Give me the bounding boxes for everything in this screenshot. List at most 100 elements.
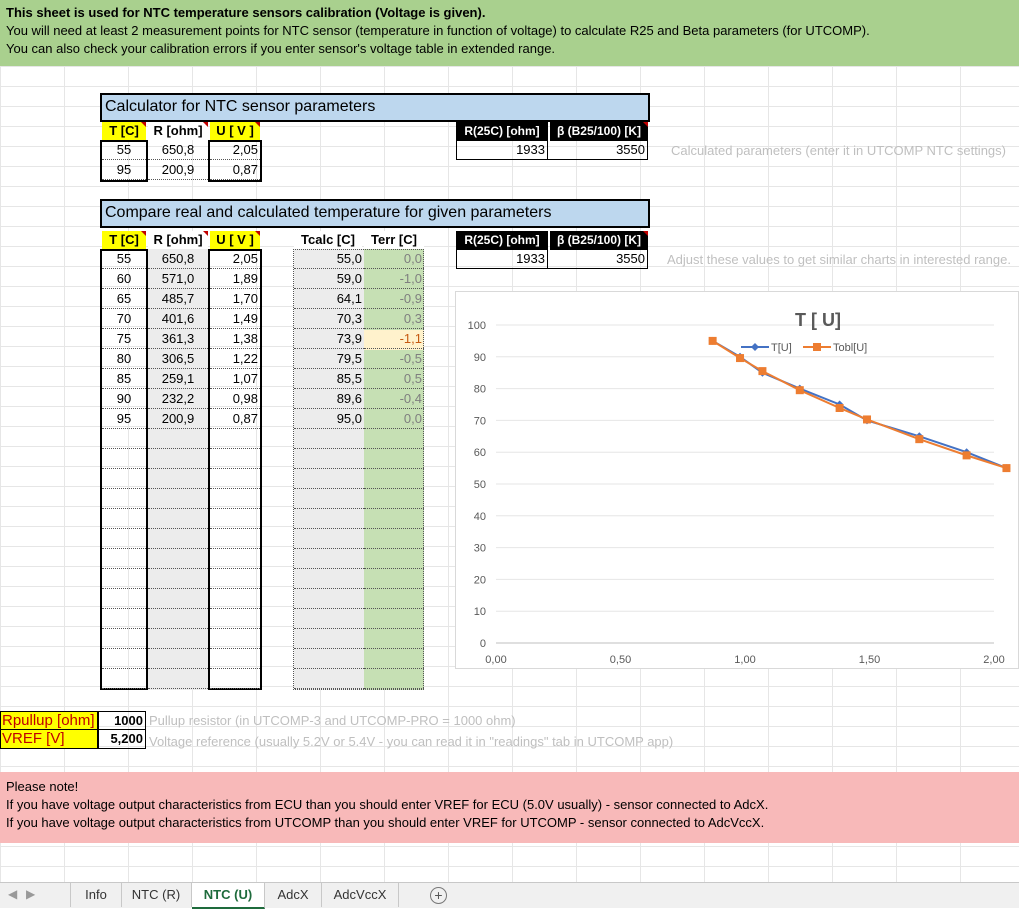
cmp-cell-r[interactable] [148,489,208,509]
tab-ntc-u[interactable]: NTC (U) [192,883,265,909]
calc-cell-t[interactable]: 95 [102,160,146,180]
cmp-cell-u[interactable]: 1,89 [210,269,260,289]
cmp-cell-u[interactable]: 1,07 [210,369,260,389]
cmp-cell-r[interactable] [148,669,208,689]
cmp-cell-t[interactable] [102,429,146,449]
cmp-cell-u[interactable] [210,629,260,649]
cmp-cell-t[interactable] [102,509,146,529]
cmp-cell-r[interactable] [148,629,208,649]
cmp-cell-t[interactable] [102,669,146,689]
cmp-cell-u[interactable]: 2,05 [210,249,260,269]
calc-r25-header: R(25C) [ohm] [456,122,548,141]
cmp-cell-t[interactable]: 65 [102,289,146,309]
cmp-cell-t[interactable] [102,549,146,569]
cmp-cell-t[interactable] [102,489,146,509]
cmp-cell-t[interactable] [102,529,146,549]
cmp-cell-u[interactable] [210,669,260,689]
cmp-cell-t[interactable]: 80 [102,349,146,369]
vref-input[interactable]: 5,200 [98,730,146,749]
cmp-cell-t[interactable]: 75 [102,329,146,349]
cmp-cell-u[interactable]: 0,87 [210,409,260,429]
cmp-cell-u[interactable] [210,489,260,509]
cmp-cell-u[interactable]: 0,98 [210,389,260,409]
tab-ntc-r[interactable]: NTC (R) [121,883,192,907]
cmp-cell-u[interactable] [210,589,260,609]
cmp-cell-r[interactable] [148,589,208,609]
cmp-cell-t[interactable] [102,569,146,589]
cmp-cell-r[interactable] [148,529,208,549]
cmp-beta-input[interactable]: 3550 [548,249,648,269]
cmp-cell-u[interactable] [210,609,260,629]
cmp-cell-u[interactable] [210,449,260,469]
calc-cell-t[interactable]: 55 [102,140,146,160]
cmp-cell-t[interactable] [102,609,146,629]
tab-adcvccx[interactable]: AdcVccX [322,883,399,907]
cmp-cell-r[interactable] [148,429,208,449]
cmp-cell-t[interactable]: 90 [102,389,146,409]
cmp-cell-r[interactable] [148,569,208,589]
cmp-cell-u[interactable] [210,649,260,669]
cmp-cell-u[interactable]: 1,70 [210,289,260,309]
cmp-r25-input[interactable]: 1933 [456,249,548,269]
cmp-cell-r[interactable]: 361,3 [148,329,208,349]
prev-sheet-icon[interactable]: ◀ [8,887,18,901]
cmp-cell-terr [364,629,424,649]
cmp-cell-t[interactable] [102,469,146,489]
cmp-beta-header: β (B25/100) [K] [550,231,648,250]
info-banner: This sheet is used for NTC temperature s… [0,0,1019,66]
cmp-cell-r[interactable]: 259,1 [148,369,208,389]
cmp-cell-u[interactable] [210,509,260,529]
cmp-cell-r[interactable]: 571,0 [148,269,208,289]
cmp-cell-tcalc [294,589,364,609]
cmp-cell-r[interactable] [148,549,208,569]
cmp-cell-u[interactable] [210,569,260,589]
cmp-cell-terr [364,489,424,509]
cmp-cell-t[interactable]: 85 [102,369,146,389]
cmp-r25-header: R(25C) [ohm] [456,231,548,250]
cmp-cell-t[interactable] [102,649,146,669]
calc-beta-value: 3550 [548,140,648,160]
cmp-cell-terr: 0,3 [364,309,424,329]
cmp-cell-tcalc [294,609,364,629]
cmp-cell-u[interactable]: 1,38 [210,329,260,349]
cmp-cell-t[interactable]: 60 [102,269,146,289]
cmp-cell-r[interactable]: 232,2 [148,389,208,409]
cmp-cell-u[interactable]: 1,22 [210,349,260,369]
calc-cell-u[interactable]: 0,87 [210,160,260,180]
calc-cell-r[interactable]: 200,9 [148,160,208,180]
cmp-terr-column-fill [364,249,424,690]
cmp-cell-t[interactable] [102,629,146,649]
cmp-cell-r[interactable]: 401,6 [148,309,208,329]
cmp-cell-terr: 0,0 [364,409,424,429]
cmp-cell-u[interactable] [210,549,260,569]
tab-info[interactable]: Info [70,883,122,907]
cmp-cell-r[interactable] [148,449,208,469]
pullup-input[interactable]: 1000 [98,711,146,730]
cmp-cell-u[interactable] [210,529,260,549]
cmp-cell-t[interactable]: 55 [102,249,146,269]
cmp-cell-u[interactable] [210,429,260,449]
cmp-cell-t[interactable]: 70 [102,309,146,329]
t-u-chart[interactable]: 0 10 20 30 40 50 60 70 80 90 100 0,00 0,50 1,00 1,50 2,… [455,291,1019,669]
cmp-cell-r[interactable]: 200,9 [148,409,208,429]
next-sheet-icon[interactable]: ▶ [26,887,36,901]
cmp-cell-t[interactable] [102,449,146,469]
cmp-cell-t[interactable] [102,589,146,609]
y-tick-label: 0 [480,638,486,650]
cmp-cell-t[interactable]: 95 [102,409,146,429]
calc-cell-r[interactable]: 650,8 [148,140,208,160]
cmp-cell-u[interactable]: 1,49 [210,309,260,329]
cmp-cell-r[interactable]: 485,7 [148,289,208,309]
cmp-cell-r[interactable] [148,469,208,489]
y-tick-label: 50 [474,479,486,491]
cmp-cell-terr [364,649,424,669]
cmp-cell-r[interactable]: 650,8 [148,249,208,269]
calc-cell-u[interactable]: 2,05 [210,140,260,160]
cmp-cell-r[interactable] [148,609,208,629]
cmp-cell-u[interactable] [210,469,260,489]
tab-adcx[interactable]: AdcX [265,883,322,907]
add-sheet-icon[interactable]: + [430,887,447,904]
cmp-cell-r[interactable] [148,649,208,669]
cmp-cell-r[interactable] [148,509,208,529]
cmp-cell-r[interactable]: 306,5 [148,349,208,369]
